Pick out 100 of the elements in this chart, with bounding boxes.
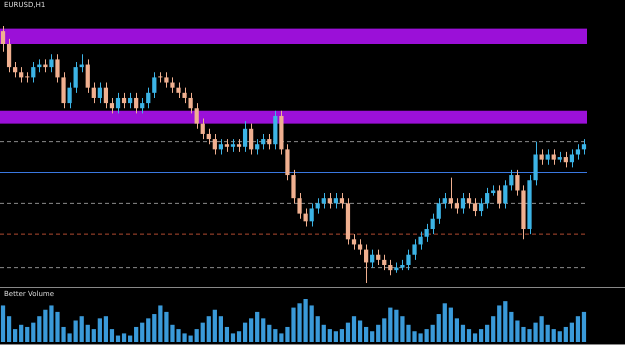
candlestick <box>67 82 72 109</box>
candlestick <box>466 192 472 209</box>
candlestick <box>558 151 562 163</box>
candlestick <box>164 72 169 88</box>
bar <box>67 333 72 342</box>
candlestick <box>436 198 441 224</box>
candlestick <box>454 198 460 214</box>
bar <box>400 316 405 342</box>
candlestick <box>509 169 514 191</box>
candlestick <box>358 238 362 256</box>
candlestick <box>376 249 380 266</box>
candlestick <box>576 144 580 160</box>
candlestick <box>206 128 211 145</box>
bar <box>6 316 12 342</box>
candlestick <box>430 213 435 235</box>
bar <box>394 310 398 342</box>
candlestick <box>236 138 242 152</box>
candlestick <box>218 138 223 155</box>
bar <box>539 316 544 342</box>
candlestick <box>546 148 550 166</box>
candlestick <box>194 102 199 130</box>
bar <box>122 333 126 342</box>
candlestick <box>140 97 144 114</box>
bar <box>346 322 350 342</box>
candlestick <box>122 92 126 109</box>
bar <box>570 322 574 342</box>
candlestick <box>497 184 502 209</box>
candlestick <box>322 192 326 209</box>
candlestick <box>564 151 568 168</box>
bar <box>0 305 6 342</box>
candlestick <box>212 133 217 155</box>
candlestick <box>176 82 181 98</box>
candlestick <box>170 76 175 94</box>
candlestick <box>448 177 453 209</box>
bar <box>364 326 368 342</box>
bar <box>176 329 181 342</box>
bar <box>406 324 411 342</box>
bar <box>454 318 460 342</box>
bar <box>236 331 242 342</box>
candlestick <box>86 58 90 94</box>
candlestick <box>394 262 398 274</box>
bar <box>55 312 60 342</box>
candlestick <box>224 138 230 152</box>
candlestick <box>388 259 392 276</box>
bar <box>164 312 169 342</box>
bar <box>104 316 108 342</box>
bar <box>188 336 193 342</box>
bar <box>466 329 472 342</box>
candlestick <box>485 187 490 209</box>
bar <box>412 331 417 342</box>
candlestick <box>261 133 266 150</box>
candlestick <box>400 259 405 271</box>
bar <box>460 324 466 342</box>
bar <box>303 299 308 342</box>
candlestick <box>31 61 36 84</box>
candlestick <box>0 26 6 52</box>
candlestick <box>291 169 296 204</box>
candlestick <box>352 234 356 250</box>
candlestick <box>503 180 508 209</box>
candlestick <box>515 169 520 196</box>
candlestick <box>146 87 150 109</box>
candlestick <box>98 82 102 104</box>
candlestick <box>6 38 12 73</box>
bar <box>230 333 236 342</box>
bar <box>128 336 132 342</box>
candlestick <box>460 192 466 214</box>
candlestick <box>297 192 302 220</box>
candlestick <box>152 72 156 98</box>
candlestick <box>110 97 114 114</box>
candlestick <box>134 92 138 114</box>
bar <box>279 333 284 342</box>
bar <box>13 329 18 342</box>
bar <box>527 329 532 342</box>
candlestick <box>158 72 162 84</box>
bar <box>116 336 120 342</box>
bar <box>521 326 526 342</box>
candlestick <box>382 254 386 271</box>
candlestick <box>255 138 260 155</box>
candlestick <box>491 184 496 196</box>
candlestick <box>328 192 332 209</box>
candlestick <box>92 82 96 104</box>
bar <box>418 333 423 342</box>
candlestick <box>406 249 411 271</box>
bar <box>533 322 538 342</box>
candlestick <box>570 148 574 168</box>
candlestick <box>364 244 368 284</box>
bar <box>61 326 66 342</box>
candlestick <box>552 148 556 166</box>
candlestick <box>418 231 423 250</box>
candlestick <box>303 208 308 227</box>
bar <box>358 320 362 342</box>
candlestick <box>334 192 338 209</box>
bar <box>472 333 478 342</box>
candlestick <box>424 223 429 242</box>
bar <box>110 329 114 342</box>
candlestick <box>200 118 205 140</box>
bar <box>218 316 223 342</box>
candlestick <box>310 202 314 227</box>
bar <box>297 303 302 342</box>
candlestick <box>49 54 54 73</box>
